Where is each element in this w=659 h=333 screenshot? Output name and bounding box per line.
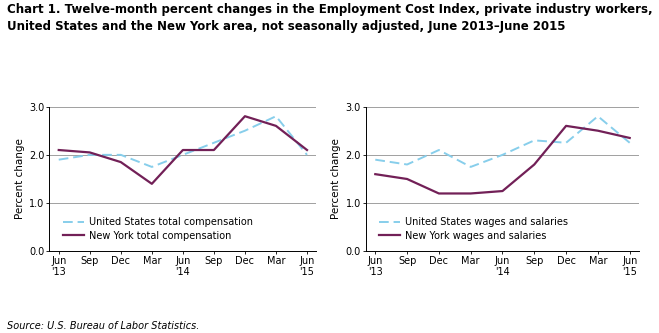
Y-axis label: Percent change: Percent change (15, 139, 25, 219)
Text: Source: U.S. Bureau of Labor Statistics.: Source: U.S. Bureau of Labor Statistics. (7, 321, 199, 331)
Legend: United States total compensation, New York total compensation: United States total compensation, New Yo… (59, 214, 256, 244)
Y-axis label: Percent change: Percent change (331, 139, 341, 219)
Text: Chart 1. Twelve-month percent changes in the Employment Cost Index, private indu: Chart 1. Twelve-month percent changes in… (7, 3, 652, 33)
Legend: United States wages and salaries, New York wages and salaries: United States wages and salaries, New Yo… (376, 214, 571, 244)
